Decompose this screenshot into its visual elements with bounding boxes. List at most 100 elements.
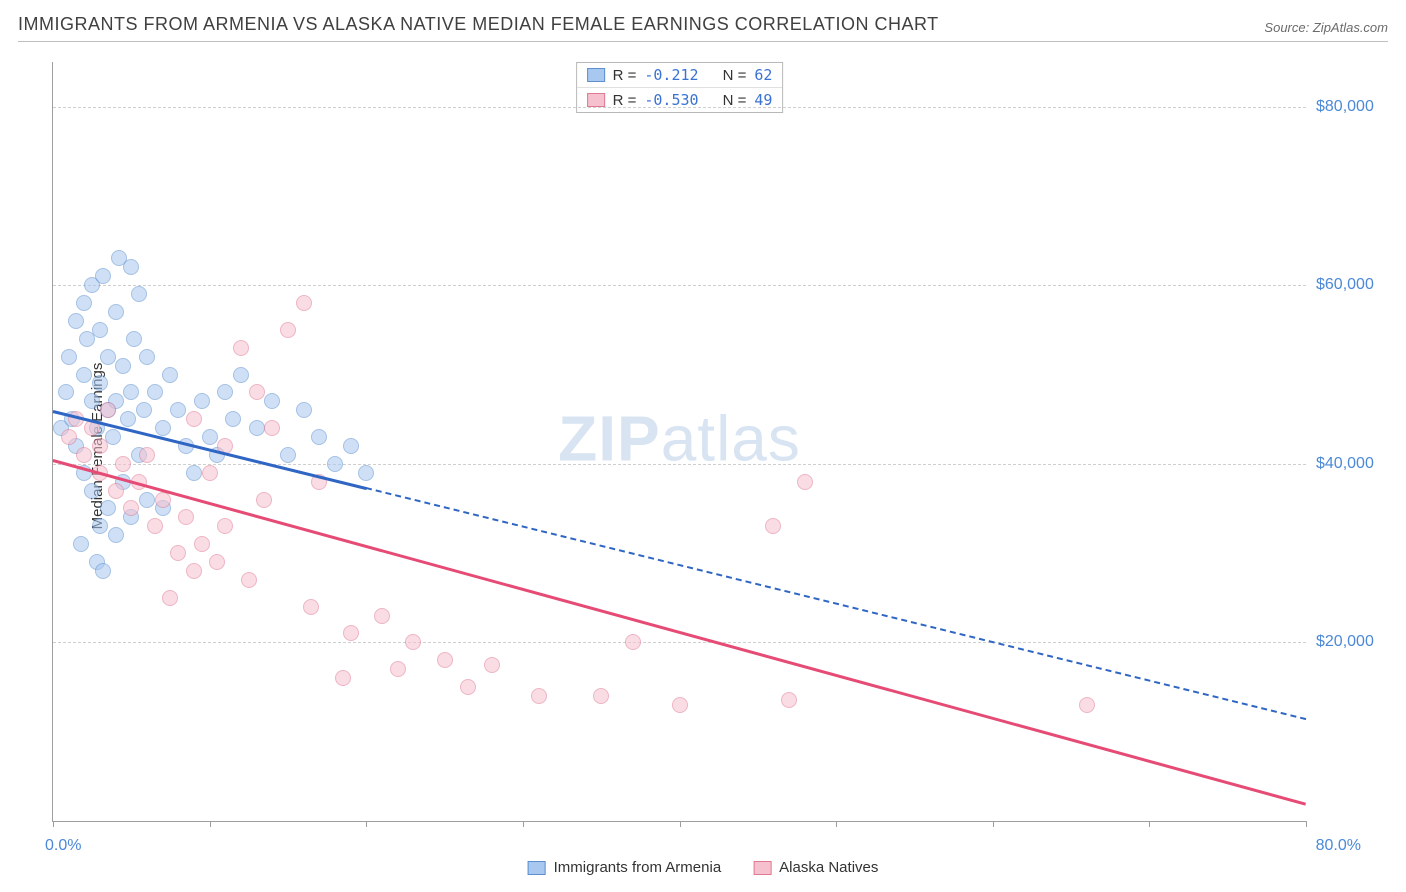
data-point xyxy=(61,349,77,365)
swatch-icon xyxy=(753,861,771,875)
data-point xyxy=(131,286,147,302)
x-tick xyxy=(1149,821,1150,827)
data-point xyxy=(123,384,139,400)
series-legend: Immigrants from Armenia Alaska Natives xyxy=(528,859,879,876)
gridline xyxy=(53,642,1306,643)
x-tick xyxy=(53,821,54,827)
data-point xyxy=(264,420,280,436)
data-point xyxy=(303,599,319,615)
legend-item-series-2: Alaska Natives xyxy=(753,859,878,876)
swatch-icon xyxy=(587,93,605,107)
data-point xyxy=(73,536,89,552)
data-point xyxy=(233,340,249,356)
data-point xyxy=(249,384,265,400)
data-point xyxy=(225,411,241,427)
data-point xyxy=(460,679,476,695)
data-point xyxy=(170,545,186,561)
x-tick xyxy=(366,821,367,827)
data-point xyxy=(217,384,233,400)
x-axis-max-label: 80.0% xyxy=(1316,837,1361,855)
data-point xyxy=(123,500,139,516)
data-point xyxy=(202,429,218,445)
data-point xyxy=(76,295,92,311)
data-point xyxy=(625,634,641,650)
data-point xyxy=(405,634,421,650)
x-tick xyxy=(523,821,524,827)
source-link[interactable]: ZipAtlas.com xyxy=(1313,20,1388,35)
gridline xyxy=(53,464,1306,465)
data-point xyxy=(374,608,390,624)
data-point xyxy=(58,384,74,400)
x-tick xyxy=(993,821,994,827)
data-point xyxy=(139,447,155,463)
x-axis-min-label: 0.0% xyxy=(45,837,81,855)
data-point xyxy=(531,688,547,704)
legend-row-series-2: R = -0.530 N = 49 xyxy=(577,87,783,112)
data-point xyxy=(186,563,202,579)
source-attribution: Source: ZipAtlas.com xyxy=(1264,20,1388,35)
data-point xyxy=(194,536,210,552)
data-point xyxy=(202,465,218,481)
data-point xyxy=(108,304,124,320)
data-point xyxy=(781,692,797,708)
data-point xyxy=(209,554,225,570)
data-point xyxy=(437,652,453,668)
data-point xyxy=(162,367,178,383)
correlation-legend: R = -0.212 N = 62 R = -0.530 N = 49 xyxy=(576,62,784,113)
data-point xyxy=(335,670,351,686)
y-tick-label: $20,000 xyxy=(1316,633,1401,651)
data-point xyxy=(139,492,155,508)
data-point xyxy=(296,402,312,418)
data-point xyxy=(84,393,100,409)
data-point xyxy=(92,438,108,454)
data-point xyxy=(76,367,92,383)
data-point xyxy=(186,411,202,427)
data-point xyxy=(61,429,77,445)
data-point xyxy=(120,411,136,427)
data-point xyxy=(358,465,374,481)
data-point xyxy=(233,367,249,383)
legend-item-series-1: Immigrants from Armenia xyxy=(528,859,722,876)
data-point xyxy=(76,447,92,463)
data-point xyxy=(327,456,343,472)
data-point xyxy=(92,375,108,391)
data-point xyxy=(484,657,500,673)
data-point xyxy=(264,393,280,409)
data-point xyxy=(147,518,163,534)
data-point xyxy=(343,625,359,641)
data-point xyxy=(280,447,296,463)
trend-line xyxy=(53,459,1307,805)
data-point xyxy=(170,402,186,418)
data-point xyxy=(155,420,171,436)
data-point xyxy=(186,465,202,481)
data-point xyxy=(280,322,296,338)
data-point xyxy=(92,518,108,534)
data-point xyxy=(68,313,84,329)
data-point xyxy=(593,688,609,704)
x-tick xyxy=(1306,821,1307,827)
x-tick xyxy=(210,821,211,827)
data-point xyxy=(194,393,210,409)
data-point xyxy=(115,358,131,374)
data-point xyxy=(95,563,111,579)
data-point xyxy=(108,483,124,499)
data-point xyxy=(126,331,142,347)
data-point xyxy=(672,697,688,713)
data-point xyxy=(100,349,116,365)
data-point xyxy=(147,384,163,400)
swatch-icon xyxy=(528,861,546,875)
data-point xyxy=(765,518,781,534)
chart-title: IMMIGRANTS FROM ARMENIA VS ALASKA NATIVE… xyxy=(18,14,939,35)
data-point xyxy=(256,492,272,508)
data-point xyxy=(92,322,108,338)
data-point xyxy=(296,295,312,311)
data-point xyxy=(115,456,131,472)
legend-row-series-1: R = -0.212 N = 62 xyxy=(577,63,783,87)
scatter-plot-area: ZIPatlas R = -0.212 N = 62 R = -0.530 N … xyxy=(52,62,1306,822)
y-tick-label: $40,000 xyxy=(1316,455,1401,473)
trend-line xyxy=(366,487,1306,720)
x-tick xyxy=(836,821,837,827)
data-point xyxy=(100,402,116,418)
data-point xyxy=(343,438,359,454)
x-tick xyxy=(680,821,681,827)
